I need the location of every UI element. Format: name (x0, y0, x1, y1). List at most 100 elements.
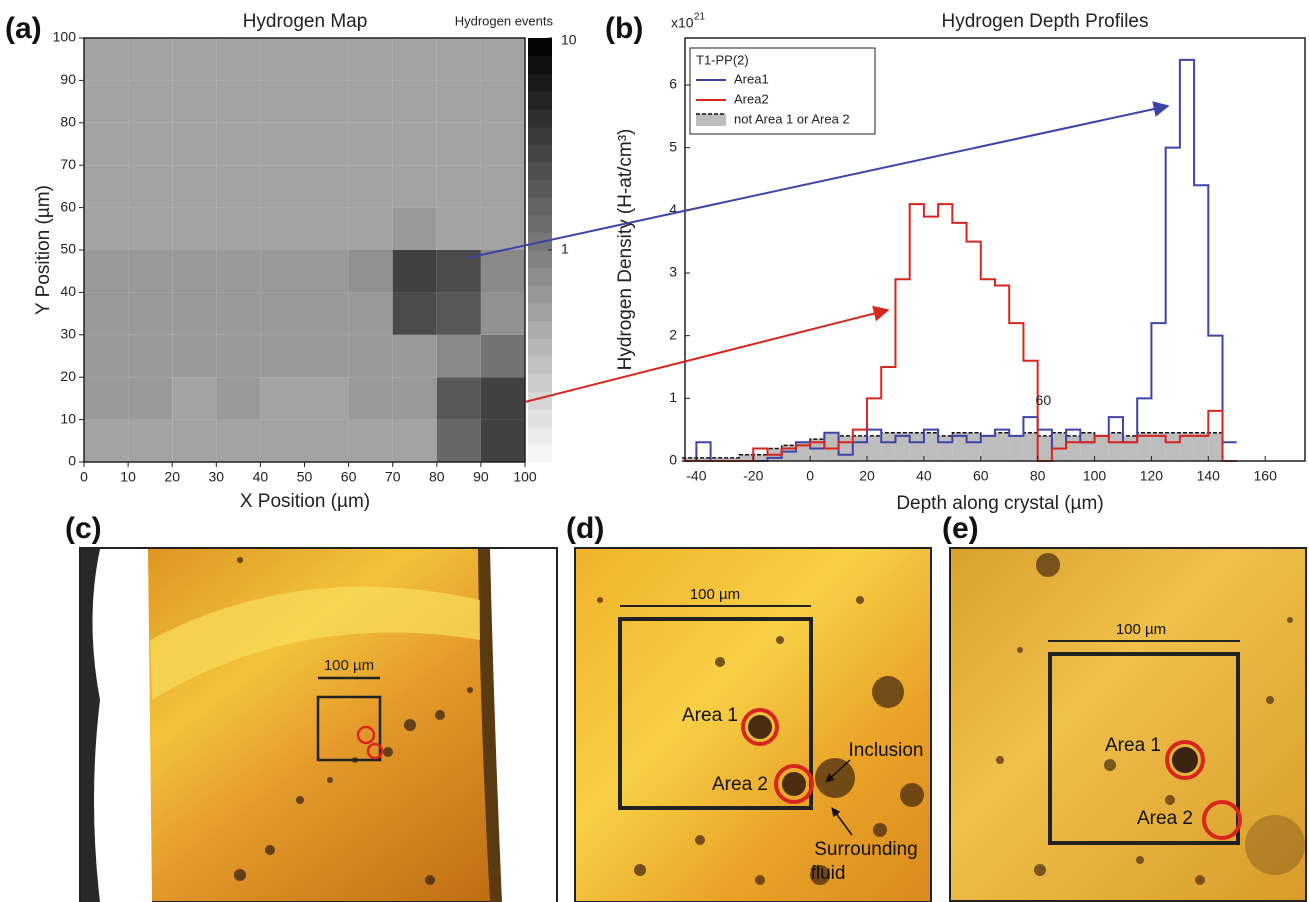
density-cell (480, 419, 525, 462)
density-cell (436, 419, 481, 462)
histogram-bin (739, 454, 754, 461)
density-cell (84, 122, 129, 166)
inclusion (1172, 747, 1198, 773)
colorbar-step (528, 356, 552, 375)
photo-d: 100 µm Area 1 Area 2 Inclusion Surroundi… (574, 547, 932, 902)
scale-label: 100 µm (1116, 621, 1166, 638)
density-cell (84, 38, 129, 81)
area-circle (741, 708, 779, 746)
density-cell (128, 250, 173, 293)
area-box (618, 617, 813, 810)
x-tick-label: 120 (1140, 468, 1164, 484)
histogram-bin (1023, 432, 1038, 461)
density-cell (436, 122, 481, 166)
density-cell (392, 334, 437, 378)
colorbar-step (528, 91, 552, 110)
histogram-bin (1208, 432, 1223, 461)
y-tick-label: 30 (60, 326, 76, 342)
inclusion (782, 772, 806, 796)
density-cell (392, 250, 437, 293)
colorbar-step (528, 55, 552, 74)
histogram-bin (1179, 432, 1195, 461)
y-tick-label: 50 (60, 241, 76, 257)
density-cell (304, 80, 349, 123)
density-cell (216, 292, 261, 335)
histogram-bin (852, 435, 868, 461)
y-tick-label: 10 (60, 410, 76, 426)
density-cell (216, 250, 261, 293)
area-circle (366, 742, 384, 760)
density-cell (304, 377, 349, 420)
annotation: 60 (1036, 392, 1052, 408)
density-cell (216, 207, 261, 250)
x-tick-label: 70 (385, 469, 401, 485)
density-cell (84, 419, 129, 462)
panel-label: (c) (65, 512, 102, 545)
connector-arrow (524, 305, 890, 403)
density-cell (304, 334, 349, 378)
density-cell (172, 377, 217, 420)
colorbar-step (528, 73, 552, 92)
photo-edge (488, 549, 556, 902)
area-circle (1202, 800, 1242, 840)
histogram-bin (966, 432, 981, 461)
density-cell (348, 419, 393, 462)
histogram-bin (1037, 435, 1052, 461)
x-tick-label: 40 (916, 468, 932, 484)
colorbar-tick-label: 1 (561, 241, 569, 257)
density-cell (348, 38, 393, 81)
photo-edge (81, 549, 152, 902)
photo-label: Surrounding (814, 839, 918, 860)
density-cell (304, 207, 349, 250)
x-tick-label: 60 (973, 468, 989, 484)
colorbar-step (528, 267, 552, 286)
x-tick-label: 90 (473, 469, 489, 485)
density-cell (216, 419, 261, 462)
legend-title: T1-PP(2) (696, 52, 749, 67)
scale-label: 100 µm (324, 657, 374, 674)
photo-label: fluid (811, 863, 846, 884)
multiplier: x10 (671, 15, 694, 31)
density-cell (480, 377, 525, 420)
density-cell (128, 292, 173, 335)
photo-label: Area 2 (1137, 808, 1193, 829)
density-cell (480, 165, 525, 208)
connector-arrow (466, 101, 1170, 259)
histogram-bin (753, 454, 768, 461)
colorbar-step (528, 320, 552, 339)
panel-label: (d) (566, 512, 604, 545)
density-cell (172, 334, 217, 378)
density-cell (260, 80, 305, 123)
density-cell (480, 292, 525, 335)
density-cell (436, 207, 481, 250)
density-cell (480, 122, 525, 166)
y-tick-label: 90 (60, 71, 76, 87)
density-cell (436, 292, 481, 335)
density-cell (348, 165, 393, 208)
density-cell (304, 38, 349, 81)
density-cell (128, 122, 173, 166)
density-cell (260, 250, 305, 293)
histogram-bin (995, 432, 1010, 461)
histogram-bin (980, 435, 995, 461)
density-cell (480, 207, 525, 250)
histogram-bin (724, 457, 740, 461)
density-cell (304, 250, 349, 293)
density-cell (260, 377, 305, 420)
density-cell (216, 334, 261, 378)
plot-frame (684, 37, 1306, 462)
density-cell (436, 80, 481, 123)
y-tick-label: 0 (669, 452, 677, 468)
x-tick-label: 60 (341, 469, 357, 485)
x-tick-label: 0 (80, 469, 88, 485)
density-cell (260, 122, 305, 166)
histogram-bin (1151, 432, 1166, 461)
density-cell (436, 334, 481, 378)
area-box (1048, 652, 1240, 845)
y-tick-label: 70 (60, 156, 76, 172)
histogram-bin (923, 432, 939, 461)
x-axis-label: X Position (µm) (240, 491, 370, 512)
histogram-bin (1108, 432, 1123, 461)
histogram-bin (795, 442, 811, 461)
photo-label: Area 1 (1105, 735, 1161, 756)
